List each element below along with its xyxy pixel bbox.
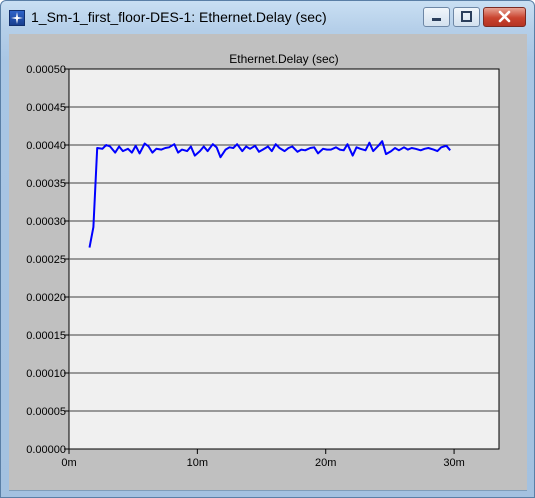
x-tick-label: 10m: [187, 457, 208, 469]
maximize-icon: [461, 11, 472, 22]
series-line: [88, 140, 451, 248]
x-tick-label: 0m: [61, 457, 76, 469]
line-chart: 0.00000 0.00005 0.00010 0.00015 0.00020 0.000…: [26, 52, 500, 469]
app-star-icon[interactable]: [9, 10, 25, 26]
window-bottom-edge: [9, 490, 527, 491]
y-tick-label: 0.00020: [26, 292, 66, 304]
close-button[interactable]: [483, 7, 526, 27]
y-tick-label: 0.00025: [26, 254, 66, 266]
minimize-button[interactable]: [423, 7, 450, 27]
title-bar[interactable]: 1_Sm-1_first_floor-DES-1: Ethernet.Delay…: [1, 1, 534, 33]
x-tick-label: 30m: [443, 457, 464, 469]
y-tick-label: 0.00010: [26, 368, 66, 380]
window-title: 1_Sm-1_first_floor-DES-1: Ethernet.Delay…: [31, 9, 327, 25]
chart-area: 0.00000 0.00005 0.00010 0.00015 0.00020 0.000…: [9, 34, 527, 490]
y-tick-label: 0.00045: [26, 102, 66, 114]
y-tick-label: 0.00015: [26, 330, 66, 342]
minimize-icon: [432, 18, 441, 21]
y-tick-label: 0.00035: [26, 178, 66, 190]
chart-title: Ethernet.Delay (sec): [229, 52, 338, 66]
y-tick-label: 0.00050: [26, 64, 66, 76]
maximize-button[interactable]: [453, 7, 480, 27]
y-tick-label: 0.00000: [26, 444, 66, 456]
y-tick-label: 0.00030: [26, 216, 66, 228]
close-icon: [498, 10, 511, 23]
x-tick-label: 20m: [315, 457, 336, 469]
y-tick-label: 0.00040: [26, 140, 66, 152]
y-tick-label: 0.00005: [26, 406, 66, 418]
